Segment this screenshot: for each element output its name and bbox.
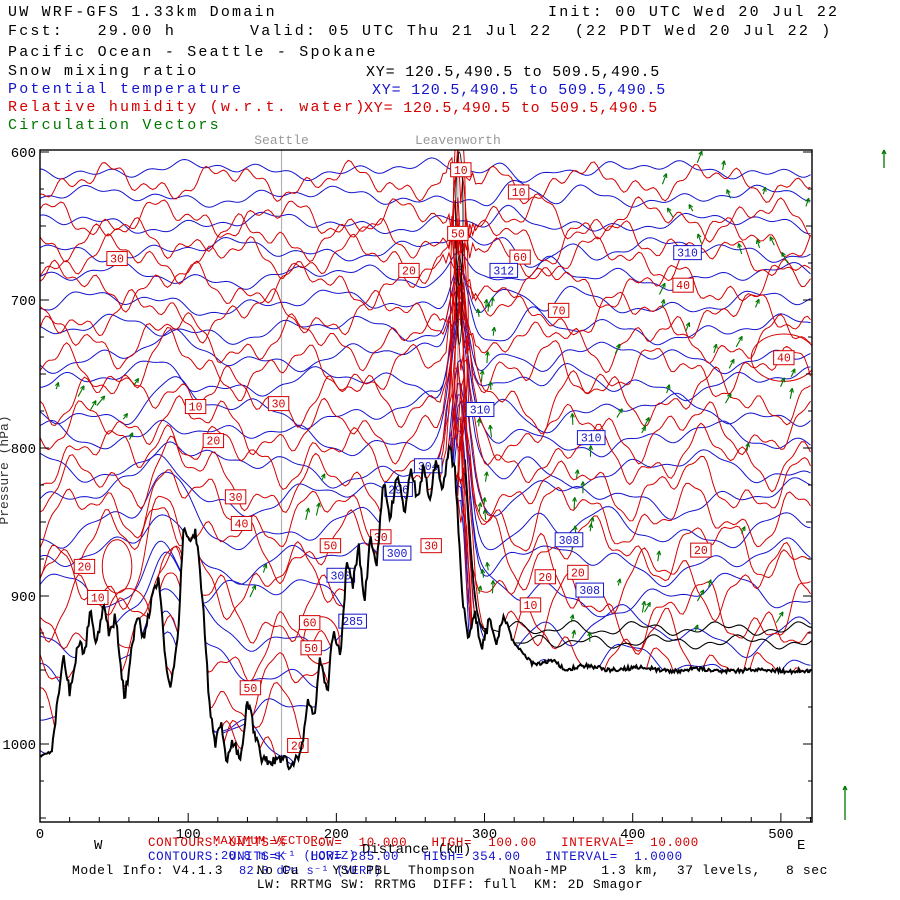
svg-text:40: 40 xyxy=(676,280,690,293)
y-axis: 600 700 800 900 1000 xyxy=(2,146,812,819)
init-time: Init: 00 UTC Wed 20 Jul 22 xyxy=(548,4,840,21)
svg-text:30: 30 xyxy=(424,541,438,554)
svg-text:50: 50 xyxy=(324,541,338,554)
plot-frame xyxy=(39,149,813,823)
svg-text:10: 10 xyxy=(189,402,203,415)
svg-text:300: 300 xyxy=(330,570,351,583)
svg-text:308: 308 xyxy=(559,535,580,548)
x-axis-title: Distance (km) xyxy=(362,842,472,858)
svg-text:20: 20 xyxy=(538,572,552,585)
svg-text:10: 10 xyxy=(454,165,468,178)
rh-contour-legend: CONTOURS: UNITS=% LOW= 10.000 HIGH= 100.… xyxy=(148,836,699,850)
svg-text:20: 20 xyxy=(571,567,585,580)
svg-text:30: 30 xyxy=(272,399,286,412)
svg-text:400: 400 xyxy=(620,827,645,843)
svg-text:10: 10 xyxy=(524,600,538,613)
svg-text:700: 700 xyxy=(11,294,36,310)
svg-text:310: 310 xyxy=(677,248,698,261)
svg-text:0: 0 xyxy=(36,827,44,843)
max-vector-label: MAXIMUM VECTOR: xyxy=(213,834,326,848)
max-vector-vert-value: 82.0 dPa s⁻¹ (VERT) xyxy=(239,864,382,878)
svg-text:900: 900 xyxy=(11,590,36,606)
svg-text:20: 20 xyxy=(402,265,416,278)
contour-field: 30 20 10 10 60 70 40 40 30 10 20 30 40 20 50 30 30 20 20 20… xyxy=(40,150,812,769)
svg-text:30: 30 xyxy=(110,254,124,267)
forecast-hour: Fcst: 29.00 h xyxy=(8,23,177,40)
svg-text:10: 10 xyxy=(91,592,105,605)
legend-snow-xy: XY= 120.5,490.5 to 509.5,490.5 xyxy=(366,64,661,81)
svg-text:310: 310 xyxy=(470,405,491,418)
legend-theta-xy: XY= 120.5,490.5 to 509.5,490.5 xyxy=(372,82,667,99)
theta-contour-legend: CONTOURS: UNITS=K LOW= 285.00 HIGH= 354.… xyxy=(148,850,683,864)
page-title: UW WRF-GFS 1.33km Domain xyxy=(8,4,277,21)
svg-text:100: 100 xyxy=(176,827,201,843)
cross-section-route: Pacific Ocean - Seattle - Spokane xyxy=(8,44,378,61)
legend-rh-xy: XY= 120.5,490.5 to 509.5,490.5 xyxy=(364,100,659,117)
svg-text:300: 300 xyxy=(472,827,497,843)
legend-theta-label: Potential temperature xyxy=(8,81,244,98)
svg-text:20: 20 xyxy=(78,561,92,574)
svg-text:40: 40 xyxy=(235,518,249,531)
svg-text:30: 30 xyxy=(229,492,243,505)
svg-text:50: 50 xyxy=(244,683,258,696)
svg-text:50: 50 xyxy=(451,228,465,241)
svg-text:312: 312 xyxy=(493,265,514,278)
svg-text:308: 308 xyxy=(579,585,600,598)
svg-text:300: 300 xyxy=(387,548,408,561)
svg-text:20: 20 xyxy=(694,545,708,558)
legend-vectors-label: Circulation Vectors xyxy=(8,117,221,134)
svg-text:10: 10 xyxy=(512,187,526,200)
svg-text:1000: 1000 xyxy=(2,738,36,754)
max-vector-horiz-value: 20.8 m s⁻¹ (HORIZ) xyxy=(221,849,357,863)
x-axis: 0 100 200 300 400 500 xyxy=(36,813,812,843)
model-info-line2: LW: RRTMG SW: RRTMG DIFF: full KM: 2D Sm… xyxy=(256,877,644,892)
svg-text:310: 310 xyxy=(581,433,602,446)
west-end-label: W xyxy=(94,838,103,854)
model-info-line1: Model Info: V4.1.3 No Cu YSU PBL Thompso… xyxy=(71,863,829,878)
svg-text:200: 200 xyxy=(324,827,349,843)
city-label: Seattle xyxy=(254,133,309,148)
valid-time: Valid: 05 UTC Thu 21 Jul 22 (22 PDT Wed … xyxy=(250,23,833,40)
city-marker-lines xyxy=(280,150,459,761)
svg-text:285: 285 xyxy=(342,616,363,629)
svg-text:296: 296 xyxy=(388,484,409,497)
legend-rh-label: Relative humidity (w.r.t. water) xyxy=(8,99,367,116)
svg-text:30: 30 xyxy=(374,532,388,545)
east-end-label: E xyxy=(797,838,806,854)
svg-text:50: 50 xyxy=(304,643,318,656)
svg-text:70: 70 xyxy=(552,305,566,318)
svg-text:60: 60 xyxy=(513,252,527,265)
svg-text:40: 40 xyxy=(777,353,791,366)
max-vector-info: MAXIMUM VECTOR: 20.8 m s⁻¹ (HORIZ) 82.0 … xyxy=(198,820,382,878)
y-axis-title: Pressure (hPa) xyxy=(0,415,12,524)
svg-text:500: 500 xyxy=(768,827,793,843)
legend-snow-label: Snow mixing ratio xyxy=(8,63,199,80)
svg-text:20: 20 xyxy=(206,436,220,449)
svg-text:600: 600 xyxy=(11,146,36,162)
city-label: Leavenworth xyxy=(415,133,501,148)
svg-text:60: 60 xyxy=(303,618,317,631)
svg-text:800: 800 xyxy=(11,442,36,458)
terrain-profile xyxy=(40,443,812,771)
